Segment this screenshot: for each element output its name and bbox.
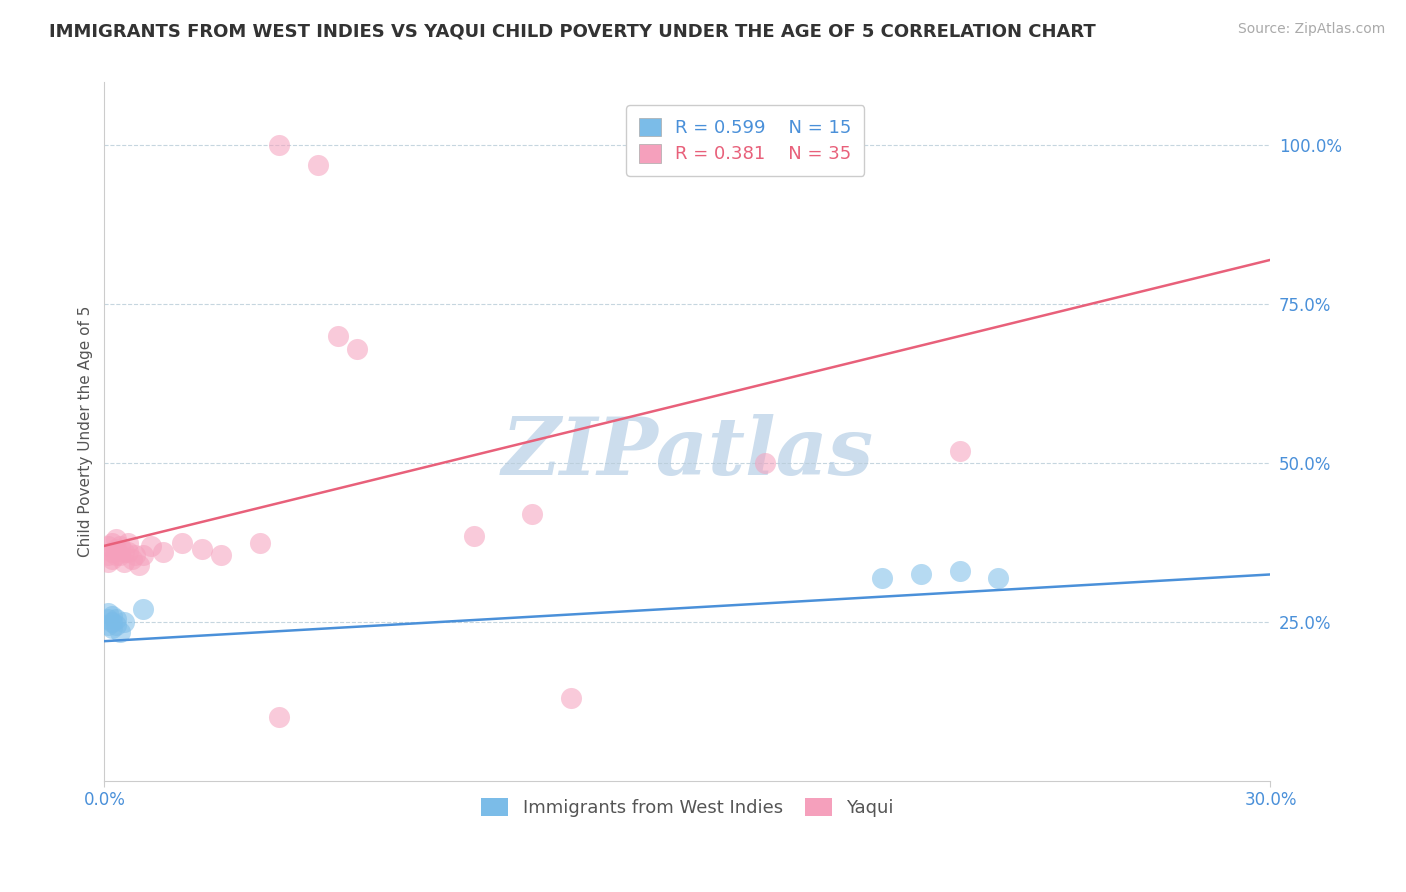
Point [108,539,131,553]
Point [112,545,135,559]
Point [97,539,120,553]
Point [346,342,368,356]
Point [307,157,329,171]
Point [269,138,291,153]
Point [249,535,271,549]
Legend: Immigrants from West Indies, Yaqui: Immigrants from West Indies, Yaqui [474,790,901,824]
Point [112,555,135,569]
Point [132,602,155,616]
Point [152,545,174,559]
Point [326,329,349,343]
Point [108,549,131,563]
Point [112,615,135,629]
Point [132,549,155,563]
Point [560,691,582,706]
Point [97,612,120,626]
Point [97,618,120,632]
Point [97,606,120,620]
Point [520,507,543,521]
Point [117,545,139,559]
Point [463,529,485,543]
Point [105,541,128,556]
Point [105,549,128,563]
Point [121,551,143,566]
Point [101,535,124,549]
Point [870,571,893,585]
Point [101,608,124,623]
Point [269,710,291,724]
Point [97,549,120,563]
Text: IMMIGRANTS FROM WEST INDIES VS YAQUI CHILD POVERTY UNDER THE AGE OF 5 CORRELATIO: IMMIGRANTS FROM WEST INDIES VS YAQUI CHI… [49,22,1095,40]
Point [105,533,128,547]
Point [105,618,128,632]
Point [105,612,128,626]
Point [987,571,1010,585]
Point [108,624,131,639]
Point [101,545,124,559]
Point [209,549,232,563]
Point [101,615,124,629]
Point [139,539,162,553]
Point [101,551,124,566]
Point [754,456,776,470]
Point [948,564,970,578]
Point [97,555,120,569]
Point [172,535,194,549]
Point [117,535,139,549]
Point [910,567,932,582]
Point [948,443,970,458]
Point [101,622,124,636]
Text: Source: ZipAtlas.com: Source: ZipAtlas.com [1237,22,1385,37]
Point [124,549,146,563]
Text: ZIPatlas: ZIPatlas [502,414,873,491]
Point [128,558,150,572]
Point [190,541,212,556]
Y-axis label: Child Poverty Under the Age of 5: Child Poverty Under the Age of 5 [79,306,93,558]
